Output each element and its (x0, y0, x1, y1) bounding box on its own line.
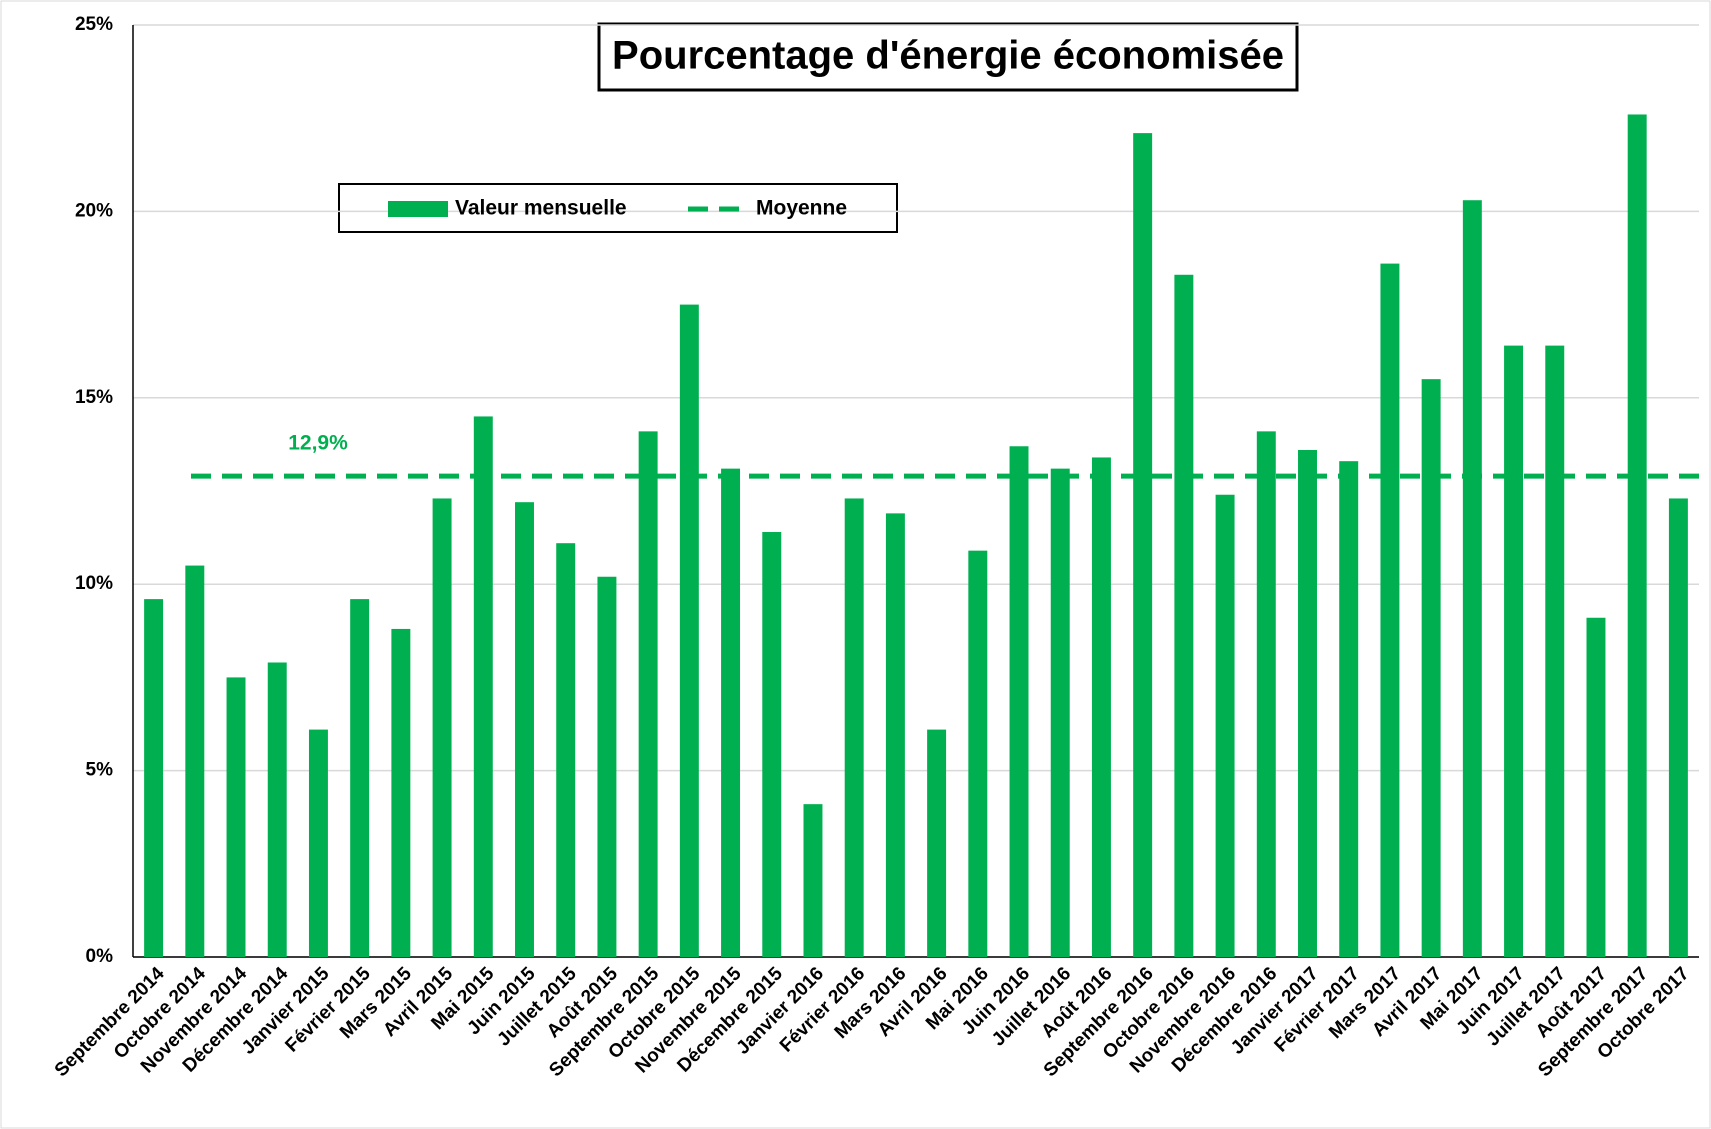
bar (597, 576, 617, 957)
bar (432, 498, 452, 957)
bar (1545, 345, 1565, 957)
bar (844, 498, 864, 957)
legend-label: Valeur mensuelle (455, 197, 627, 220)
chart-title: Pourcentage d'énergie économisée (612, 34, 1284, 78)
bar (1133, 133, 1153, 957)
bar (1174, 274, 1194, 957)
bar (515, 502, 534, 957)
y-tick-label: 15% (75, 387, 113, 408)
bar (1627, 114, 1647, 958)
bar (350, 599, 370, 957)
legend-swatch (388, 201, 448, 217)
bar (638, 431, 658, 957)
bar (1380, 263, 1400, 957)
bar (1339, 461, 1359, 957)
bar (1050, 468, 1070, 957)
bar (721, 468, 741, 957)
bar (185, 565, 205, 957)
bar (1586, 617, 1606, 957)
bar (226, 677, 246, 957)
bar (556, 543, 576, 957)
bar (927, 729, 947, 957)
bar (1504, 345, 1524, 957)
bar (1421, 379, 1441, 957)
bar (885, 513, 905, 957)
bar (1668, 498, 1688, 957)
bar (1298, 449, 1317, 957)
bar (1009, 446, 1029, 957)
y-tick-label: 25% (75, 14, 113, 35)
legend-label: Moyenne (756, 197, 847, 220)
bar (1091, 457, 1111, 957)
bar (968, 550, 988, 957)
bar (1256, 431, 1276, 957)
bar (308, 729, 328, 957)
bar (762, 532, 782, 957)
bar (679, 304, 699, 958)
y-tick-label: 0% (86, 946, 114, 967)
bar (1462, 200, 1482, 957)
bar (1215, 494, 1235, 957)
bar (473, 416, 493, 957)
bar (391, 628, 411, 957)
bar (803, 804, 823, 957)
bar (267, 662, 287, 957)
y-tick-label: 20% (75, 200, 113, 221)
mean-label: 12,9% (288, 432, 348, 455)
title-box (597, 22, 1299, 92)
y-tick-label: 10% (75, 573, 113, 594)
bar (144, 599, 164, 957)
y-tick-label: 5% (86, 760, 114, 781)
